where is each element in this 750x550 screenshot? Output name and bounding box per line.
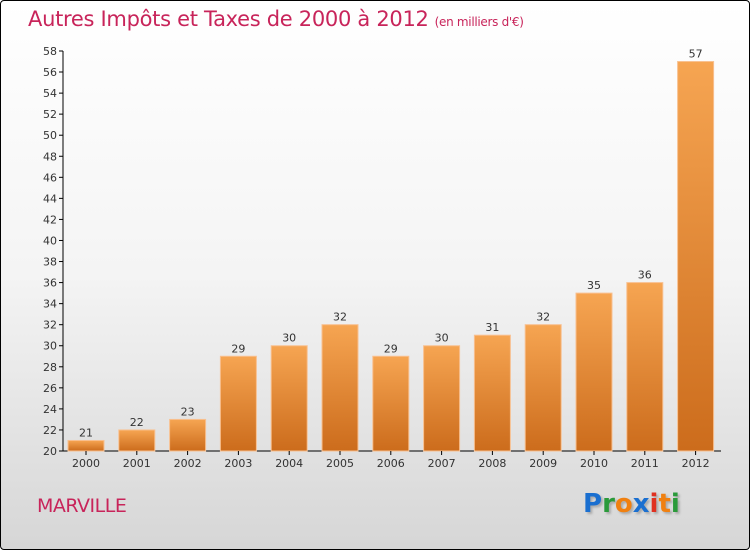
x-tick-label: 2009 [529,457,557,470]
bar [270,345,308,452]
y-tick-label: 34 [43,298,57,311]
logo-letter: i [670,489,680,519]
x-tick-label: 2005 [326,457,354,470]
bar [524,324,562,452]
bar [169,418,207,452]
data-label: 29 [231,342,245,355]
data-label: 32 [536,311,550,324]
data-label: 23 [181,405,195,418]
bar [372,355,410,452]
data-label: 32 [333,311,347,324]
data-label: 30 [435,332,449,345]
y-tick-label: 36 [43,277,57,290]
y-tick-label: 32 [43,319,57,332]
chart-subtitle: (en milliers d'€) [434,15,524,29]
y-tick-label: 56 [43,66,57,79]
data-label: 21 [79,426,93,439]
y-tick-label: 54 [43,87,57,100]
x-tick-label: 2004 [275,457,303,470]
data-label: 30 [282,332,296,345]
y-tick-label: 40 [43,234,57,247]
logo-letter: t [658,489,671,519]
x-tick-label: 2010 [580,457,608,470]
x-tick-label: 2012 [682,457,710,470]
y-tick-label: 38 [43,256,57,269]
data-label: 57 [689,48,703,61]
proxiti-logo: Proxiti [583,489,680,519]
x-tick-label: 2011 [631,457,659,470]
x-tick-label: 2006 [377,457,405,470]
bar [321,324,359,452]
bar [677,61,715,452]
data-label: 36 [638,269,652,282]
chart-title: Autres Impôts et Taxes de 2000 à 2012 (en… [28,7,524,31]
y-tick-label: 48 [43,150,57,163]
y-tick-label: 28 [43,361,57,374]
bar [473,334,511,452]
y-tick-label: 22 [43,424,57,437]
y-tick-label: 44 [43,192,57,205]
y-tick-label: 26 [43,382,57,395]
place-name: MARVILLE [37,495,127,517]
data-label: 31 [485,321,499,334]
y-tick-label: 42 [43,213,57,226]
bar [219,355,257,452]
x-tick-label: 2002 [174,457,202,470]
bar [423,345,461,452]
y-tick-label: 20 [43,445,57,458]
x-tick-label: 2008 [478,457,506,470]
x-tick-label: 2007 [428,457,456,470]
y-tick-label: 58 [43,45,57,58]
y-tick-label: 46 [43,171,57,184]
x-tick-label: 2000 [72,457,100,470]
title-text: Autres Impôts et Taxes de 2000 à 2012 [28,7,429,31]
logo-letter: o [614,489,633,519]
logo-letter: i [649,489,659,519]
x-tick-label: 2001 [123,457,151,470]
logo-letter: P [583,489,603,519]
bar [118,429,156,452]
y-tick-label: 50 [43,129,57,142]
bar [626,282,664,452]
bar [575,292,613,452]
bar [67,439,105,452]
data-label: 35 [587,279,601,292]
y-tick-label: 52 [43,108,57,121]
logo-letter: r [602,489,615,519]
x-tick-label: 2003 [224,457,252,470]
y-tick-label: 30 [43,340,57,353]
logo-letter: x [632,489,650,519]
y-tick-label: 24 [43,403,57,416]
data-label: 29 [384,342,398,355]
data-label: 22 [130,416,144,429]
